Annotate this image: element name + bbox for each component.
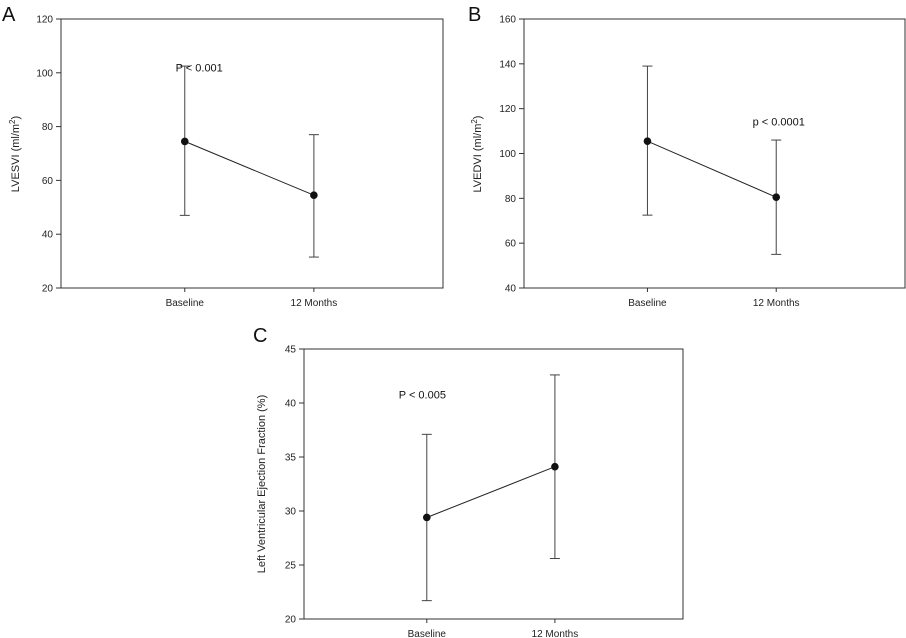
y-axis-label: Left Ventricular Ejection Fraction (%) (256, 395, 268, 574)
plot-frame (523, 18, 906, 289)
p-value-annotation: P < 0.005 (399, 390, 446, 402)
y-tick-label: 120 (36, 15, 53, 26)
y-axis-label-text: LVESVI (ml/m (10, 124, 22, 192)
y-tick-label: 20 (285, 615, 297, 626)
plot-frame (303, 348, 684, 620)
p-value-annotation: P < 0.001 (176, 62, 223, 74)
y-tick-label: 80 (42, 122, 54, 133)
y-tick-label: 45 (285, 345, 297, 356)
series-line (647, 140, 777, 198)
y-axis-label: LVESVI (ml/m2) (8, 116, 22, 192)
y-axis-label-superscript: 2 (8, 119, 17, 124)
x-tick-label: Baseline (166, 298, 205, 309)
plot-frame (60, 18, 444, 289)
series-line (184, 140, 315, 196)
panel-a: A 20 40 60 80 100 120 Baseline 12 Months LVESVI … (2, 4, 444, 309)
y-tick-label: 20 (42, 284, 54, 295)
y-tick-label: 40 (285, 399, 297, 410)
data-point (551, 462, 559, 471)
y-tick-label: 140 (499, 59, 516, 70)
y-tick-label: 40 (505, 284, 517, 295)
x-tick-label: 12 Months (753, 298, 800, 309)
series-line (426, 466, 556, 518)
y-tick-label: 30 (285, 507, 297, 518)
data-point (310, 191, 318, 199)
data-point (643, 137, 652, 145)
y-tick-label: 40 (42, 230, 54, 241)
panel-letter: C (253, 325, 267, 347)
y-tick-label: 80 (505, 194, 517, 205)
x-tick-label: Baseline (628, 298, 667, 309)
p-value-annotation: p < 0.0001 (753, 116, 805, 128)
panel-letter: A (2, 4, 16, 26)
y-axis-label-close: ) (10, 116, 22, 120)
data-point (772, 193, 781, 202)
panel-b: B 40 60 80 100 120 140 160 Baseline 12 Months LVE… (468, 4, 906, 309)
panel-letter: B (468, 4, 481, 26)
y-axis-label-text: LVEDVI (ml/m (472, 124, 484, 193)
y-axis-label-text: Left Ventricular Ejection Fraction (%) (256, 395, 268, 574)
data-point (180, 137, 189, 146)
y-axis-label-superscript: 2 (470, 119, 479, 124)
y-tick-label: 60 (42, 176, 54, 187)
y-axis-label-close: ) (472, 116, 484, 120)
y-tick-label: 25 (285, 561, 297, 572)
x-tick-label: Baseline (408, 629, 447, 638)
y-axis-label: LVEDVI (ml/m2) (470, 116, 484, 193)
panel-c: C 20 25 30 35 40 45 Baseline 12 Months Left Vent… (253, 325, 684, 638)
x-tick-label: 12 Months (291, 298, 338, 309)
y-tick-label: 60 (505, 239, 517, 250)
y-tick-label: 35 (285, 453, 297, 464)
y-tick-label: 120 (499, 104, 516, 115)
y-tick-label: 100 (36, 68, 53, 79)
y-tick-label: 160 (499, 15, 516, 26)
data-point (422, 513, 431, 522)
y-tick-label: 100 (499, 149, 516, 160)
x-tick-label: 12 Months (532, 629, 579, 638)
